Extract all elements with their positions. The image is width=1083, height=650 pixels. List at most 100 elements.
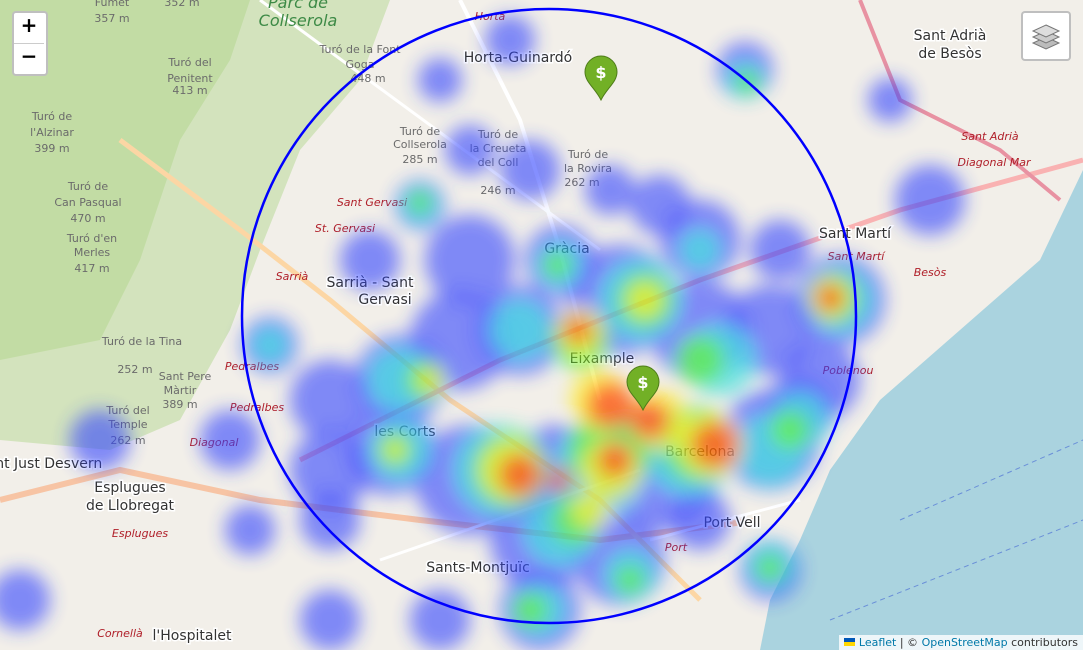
leaflet-link[interactable]: Leaflet bbox=[858, 636, 897, 649]
hill-label: Turó del bbox=[105, 404, 149, 417]
hill-label: 389 m bbox=[162, 398, 197, 411]
heat-blob bbox=[290, 430, 370, 510]
heat-blob bbox=[408, 190, 432, 214]
hill-label: Fumet bbox=[95, 0, 130, 9]
heat-blob bbox=[385, 440, 405, 460]
hill-label: Can Pasqual bbox=[54, 196, 121, 209]
markers: $$ bbox=[584, 55, 660, 412]
park-label: Parc de bbox=[268, 0, 328, 12]
place-label: de Besòs bbox=[918, 46, 981, 62]
heat-blob bbox=[425, 215, 515, 305]
attr-sep: | © bbox=[899, 636, 919, 649]
hill-label: 417 m bbox=[74, 262, 109, 275]
road bbox=[858, 0, 1062, 202]
station-label: Sant Adrià bbox=[961, 130, 1019, 143]
hill-label: 470 m bbox=[70, 212, 105, 225]
heat-blob bbox=[675, 335, 725, 385]
place-label: Sant Adrià bbox=[914, 28, 987, 44]
station-label: Sant Gervasi bbox=[337, 196, 407, 209]
attribution: Leaflet | © OpenStreetMap contributors bbox=[839, 635, 1083, 650]
hill-label: 357 m bbox=[94, 12, 129, 25]
station-label: Cornellà bbox=[97, 627, 143, 640]
hill-label: Goga bbox=[346, 58, 375, 71]
osm-link[interactable]: OpenStreetMap bbox=[921, 636, 1008, 649]
heat-blob bbox=[290, 360, 370, 440]
station-label: Diagonal Mar bbox=[958, 156, 1032, 169]
hill-label: Collserola bbox=[393, 138, 447, 151]
heat-blob bbox=[300, 490, 360, 550]
heat-blob bbox=[670, 490, 730, 550]
layers-control[interactable] bbox=[1021, 11, 1071, 61]
station-label: Sarrià bbox=[276, 270, 309, 283]
heat-blob bbox=[418, 368, 442, 392]
heat-blob bbox=[340, 230, 400, 290]
heat-blob bbox=[895, 165, 965, 235]
hill-label: 252 m bbox=[117, 363, 152, 376]
station-label: Port bbox=[665, 541, 688, 554]
heatmap bbox=[0, 15, 965, 650]
map-marker[interactable]: $ bbox=[626, 365, 660, 412]
heat-blob bbox=[490, 300, 550, 360]
hill-label: 413 m bbox=[172, 84, 207, 97]
heat-blob bbox=[300, 590, 360, 650]
hill-label: 399 m bbox=[34, 142, 69, 155]
heat-blob bbox=[816, 284, 844, 312]
marker-icon: $ bbox=[595, 63, 606, 82]
heat-blob bbox=[252, 327, 288, 363]
heat-blob bbox=[597, 442, 633, 478]
sea-route bbox=[829, 439, 1083, 621]
zoom-out[interactable]: − bbox=[14, 43, 44, 74]
heat-blob bbox=[680, 230, 720, 270]
hill-label: 352 m bbox=[164, 0, 199, 9]
hill-label: 285 m bbox=[402, 153, 437, 166]
hill-label: Turó d'en bbox=[66, 232, 117, 245]
heat-blob bbox=[500, 140, 560, 200]
hill-label: Turó de bbox=[67, 180, 109, 193]
hill-label: Turó de bbox=[31, 110, 73, 123]
hill-label: Turó de la Font bbox=[318, 43, 401, 56]
hill-label: Penitent bbox=[167, 72, 213, 85]
hill-label: Màrtir bbox=[164, 384, 197, 397]
hill-label: Turó del bbox=[167, 56, 211, 69]
heat-blob bbox=[756, 554, 784, 582]
flag-icon bbox=[844, 638, 856, 646]
heat-blob bbox=[572, 492, 608, 528]
park-label: Collserola bbox=[259, 11, 338, 30]
place-label: Gervasi bbox=[358, 292, 411, 308]
heat-blob bbox=[615, 565, 645, 595]
place-label: Sant Martí bbox=[819, 226, 892, 242]
heat-blob bbox=[548, 468, 572, 492]
place-label: Esplugues bbox=[94, 480, 165, 496]
hill-label: Merles bbox=[74, 246, 111, 259]
heat-blob bbox=[750, 220, 810, 280]
station-label: Esplugues bbox=[112, 527, 168, 540]
heat-blob bbox=[691, 421, 739, 469]
heat-blob bbox=[200, 410, 260, 470]
heat-blob bbox=[498, 453, 542, 497]
hill-label: Turó de bbox=[399, 125, 441, 138]
zoom-control: + − bbox=[12, 11, 48, 76]
heat-blob bbox=[418, 58, 462, 102]
heat-blob bbox=[445, 125, 495, 175]
map-marker[interactable]: $ bbox=[584, 55, 618, 102]
sea bbox=[760, 170, 1083, 650]
marker-icon: $ bbox=[637, 373, 648, 392]
hill-label: Turó de bbox=[567, 148, 609, 161]
marker-pin bbox=[626, 365, 660, 412]
heat-blob bbox=[512, 592, 548, 628]
heat-blob bbox=[770, 410, 810, 450]
zoom-in[interactable]: + bbox=[20, 13, 38, 37]
heat-blob bbox=[585, 165, 635, 215]
heat-blob bbox=[0, 570, 50, 630]
hill-label: Turó de la Tina bbox=[101, 335, 182, 348]
place-label: de Llobregat bbox=[86, 498, 175, 514]
station-label: Besòs bbox=[914, 266, 947, 279]
heat-blob bbox=[564, 316, 592, 344]
hill-label: Sant Pere bbox=[159, 370, 212, 383]
heat-blob bbox=[410, 590, 470, 650]
heat-blob bbox=[543, 251, 571, 279]
hill-label: l'Alzinar bbox=[30, 126, 74, 139]
forest-area bbox=[0, 0, 250, 360]
